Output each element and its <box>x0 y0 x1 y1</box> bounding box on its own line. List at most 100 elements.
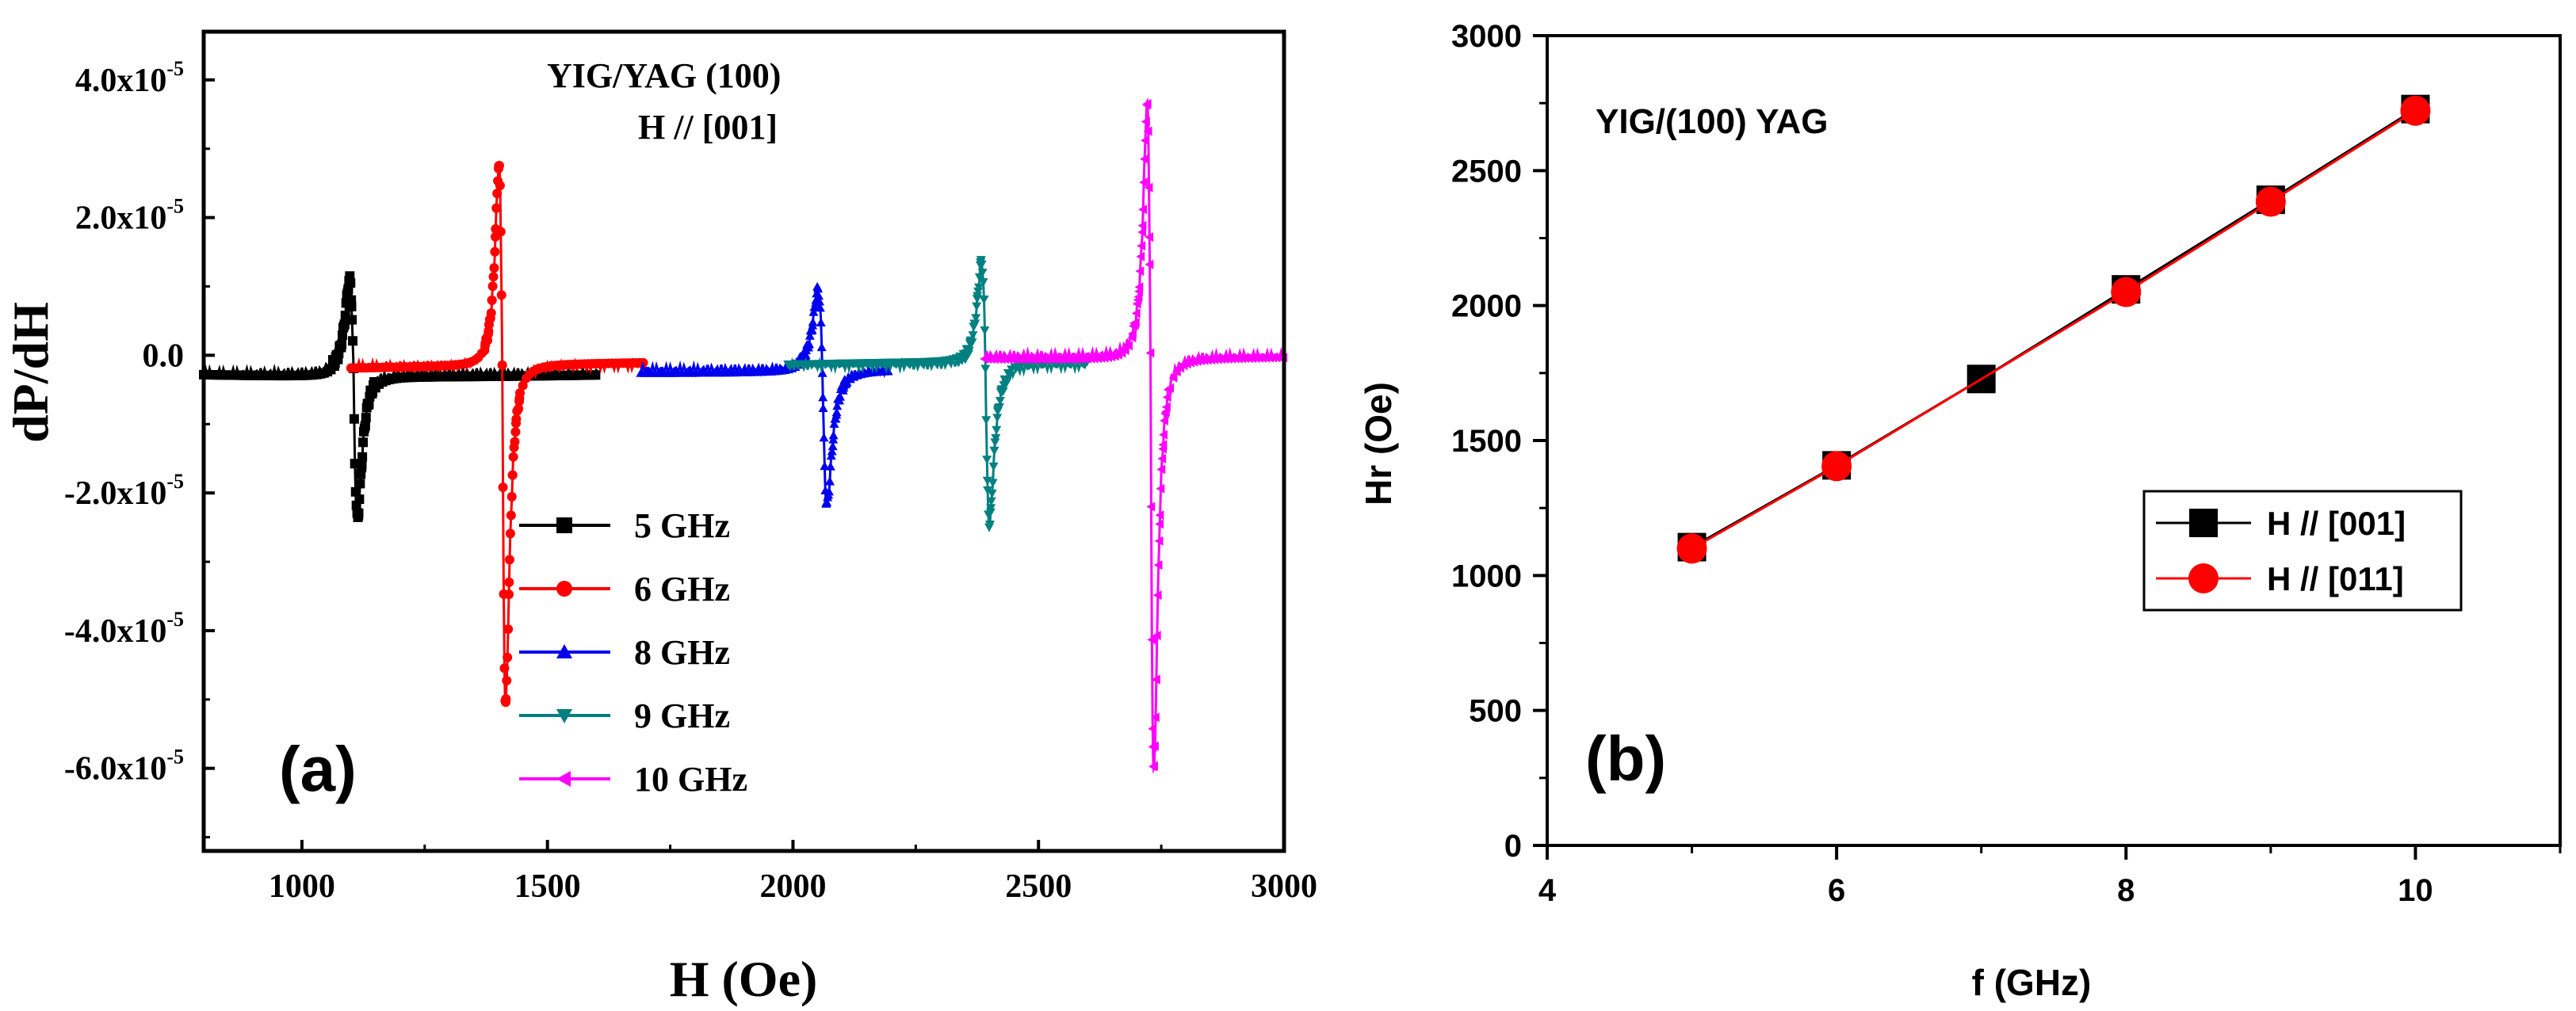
data-point <box>1146 502 1156 512</box>
data-point <box>804 339 814 349</box>
data-point <box>492 189 503 199</box>
data-point <box>501 694 511 704</box>
series-line-9-ghz <box>786 257 1088 532</box>
legend-marker <box>556 581 572 597</box>
data-point <box>814 296 824 306</box>
series-10-ghz <box>980 97 1288 774</box>
y-tick-label: 3000 <box>1451 19 1522 54</box>
series-8-ghz <box>636 281 893 508</box>
data-point <box>495 227 506 237</box>
data-point <box>832 401 843 410</box>
data-point <box>983 486 993 495</box>
data-point <box>490 246 500 257</box>
data-point <box>511 414 522 424</box>
data-point <box>1147 635 1156 645</box>
x-tick-label: 1500 <box>514 868 581 905</box>
data-point <box>346 278 356 288</box>
legend-label: H // [001] <box>2267 505 2406 542</box>
data-point <box>835 391 845 401</box>
data-point <box>970 319 980 329</box>
data-point <box>817 368 827 377</box>
y-tick-label: -2.0x10-5 <box>64 470 184 512</box>
legend-item: 10 GHz <box>519 760 747 799</box>
data-point <box>1150 712 1160 723</box>
data-point <box>508 452 518 462</box>
series-h-011- <box>1676 95 2431 564</box>
data-point <box>1159 429 1168 440</box>
series-line-8-ghz <box>639 283 892 507</box>
data-point <box>968 331 978 340</box>
data-point <box>1120 345 1129 356</box>
series-5-ghz <box>199 271 601 522</box>
legend-marker <box>2188 563 2219 593</box>
data-point <box>337 339 347 349</box>
legend-marker <box>556 771 571 787</box>
data-point <box>360 421 370 431</box>
data-point <box>973 292 983 301</box>
data-point <box>980 326 990 335</box>
data-point <box>982 476 992 486</box>
data-point <box>1134 282 1144 292</box>
data-point <box>506 491 517 502</box>
y-tick-label: 2500 <box>1451 154 1522 189</box>
data-point <box>1168 372 1178 383</box>
series-line-5-ghz <box>202 273 598 520</box>
data-point <box>1137 241 1146 251</box>
legend-marker <box>556 644 572 658</box>
data-point <box>502 675 512 685</box>
data-point <box>1145 348 1155 358</box>
data-point <box>357 452 368 462</box>
data-point <box>491 203 502 213</box>
y-tick-label: 0.0 <box>143 338 185 374</box>
data-point <box>354 494 365 505</box>
data-point <box>991 433 1001 443</box>
data-point <box>1156 464 1166 475</box>
data-point <box>801 351 811 361</box>
data-point <box>831 410 842 419</box>
data-point <box>827 441 838 451</box>
x-tick-label: 6 <box>1828 873 1845 908</box>
data-point <box>358 437 369 448</box>
data-point <box>1138 204 1147 215</box>
panel-b-y-axis-label: Hr (Oe) <box>1358 382 1399 506</box>
data-point <box>350 486 361 497</box>
data-point <box>2400 95 2431 126</box>
legend-label: 8 GHz <box>634 633 730 672</box>
panel-a-subtitle: H // [001] <box>638 108 778 147</box>
data-point <box>355 479 365 489</box>
x-tick-label: 3000 <box>1251 868 1317 905</box>
data-point <box>339 319 350 330</box>
legend-item: 8 GHz <box>519 633 730 672</box>
data-point <box>1676 533 1707 564</box>
data-point <box>506 510 516 521</box>
data-point <box>1154 536 1164 546</box>
panel-a-x-axis: 1000 1500 2000 2500 3000 <box>269 840 1317 905</box>
data-point <box>976 256 986 265</box>
y-tick-label: 500 <box>1469 694 1522 729</box>
panel-b-x-axis: 4 6 8 10 <box>1538 845 2562 908</box>
data-point <box>1145 232 1154 242</box>
x-tick-label: 2500 <box>1005 868 1072 905</box>
data-point <box>1160 415 1168 425</box>
data-point <box>828 430 839 440</box>
data-point <box>1103 352 1113 362</box>
data-point <box>1137 227 1147 237</box>
data-point <box>1130 317 1140 327</box>
data-point <box>977 260 987 269</box>
legend-label: H // [011] <box>2267 560 2404 597</box>
data-point <box>1162 392 1171 402</box>
data-point <box>499 663 510 673</box>
data-point <box>483 329 494 339</box>
data-point <box>985 508 996 517</box>
data-point <box>990 438 1000 448</box>
data-point <box>495 181 505 191</box>
data-point <box>1152 590 1162 601</box>
data-point <box>486 308 496 319</box>
data-point <box>998 387 1008 396</box>
x-tick-label: 4 <box>1538 873 1557 908</box>
data-point <box>981 416 992 425</box>
data-point <box>986 497 996 506</box>
data-point <box>988 479 998 488</box>
data-point <box>1155 519 1164 529</box>
panel-a-x-axis-label: H (Oe) <box>670 951 818 1007</box>
